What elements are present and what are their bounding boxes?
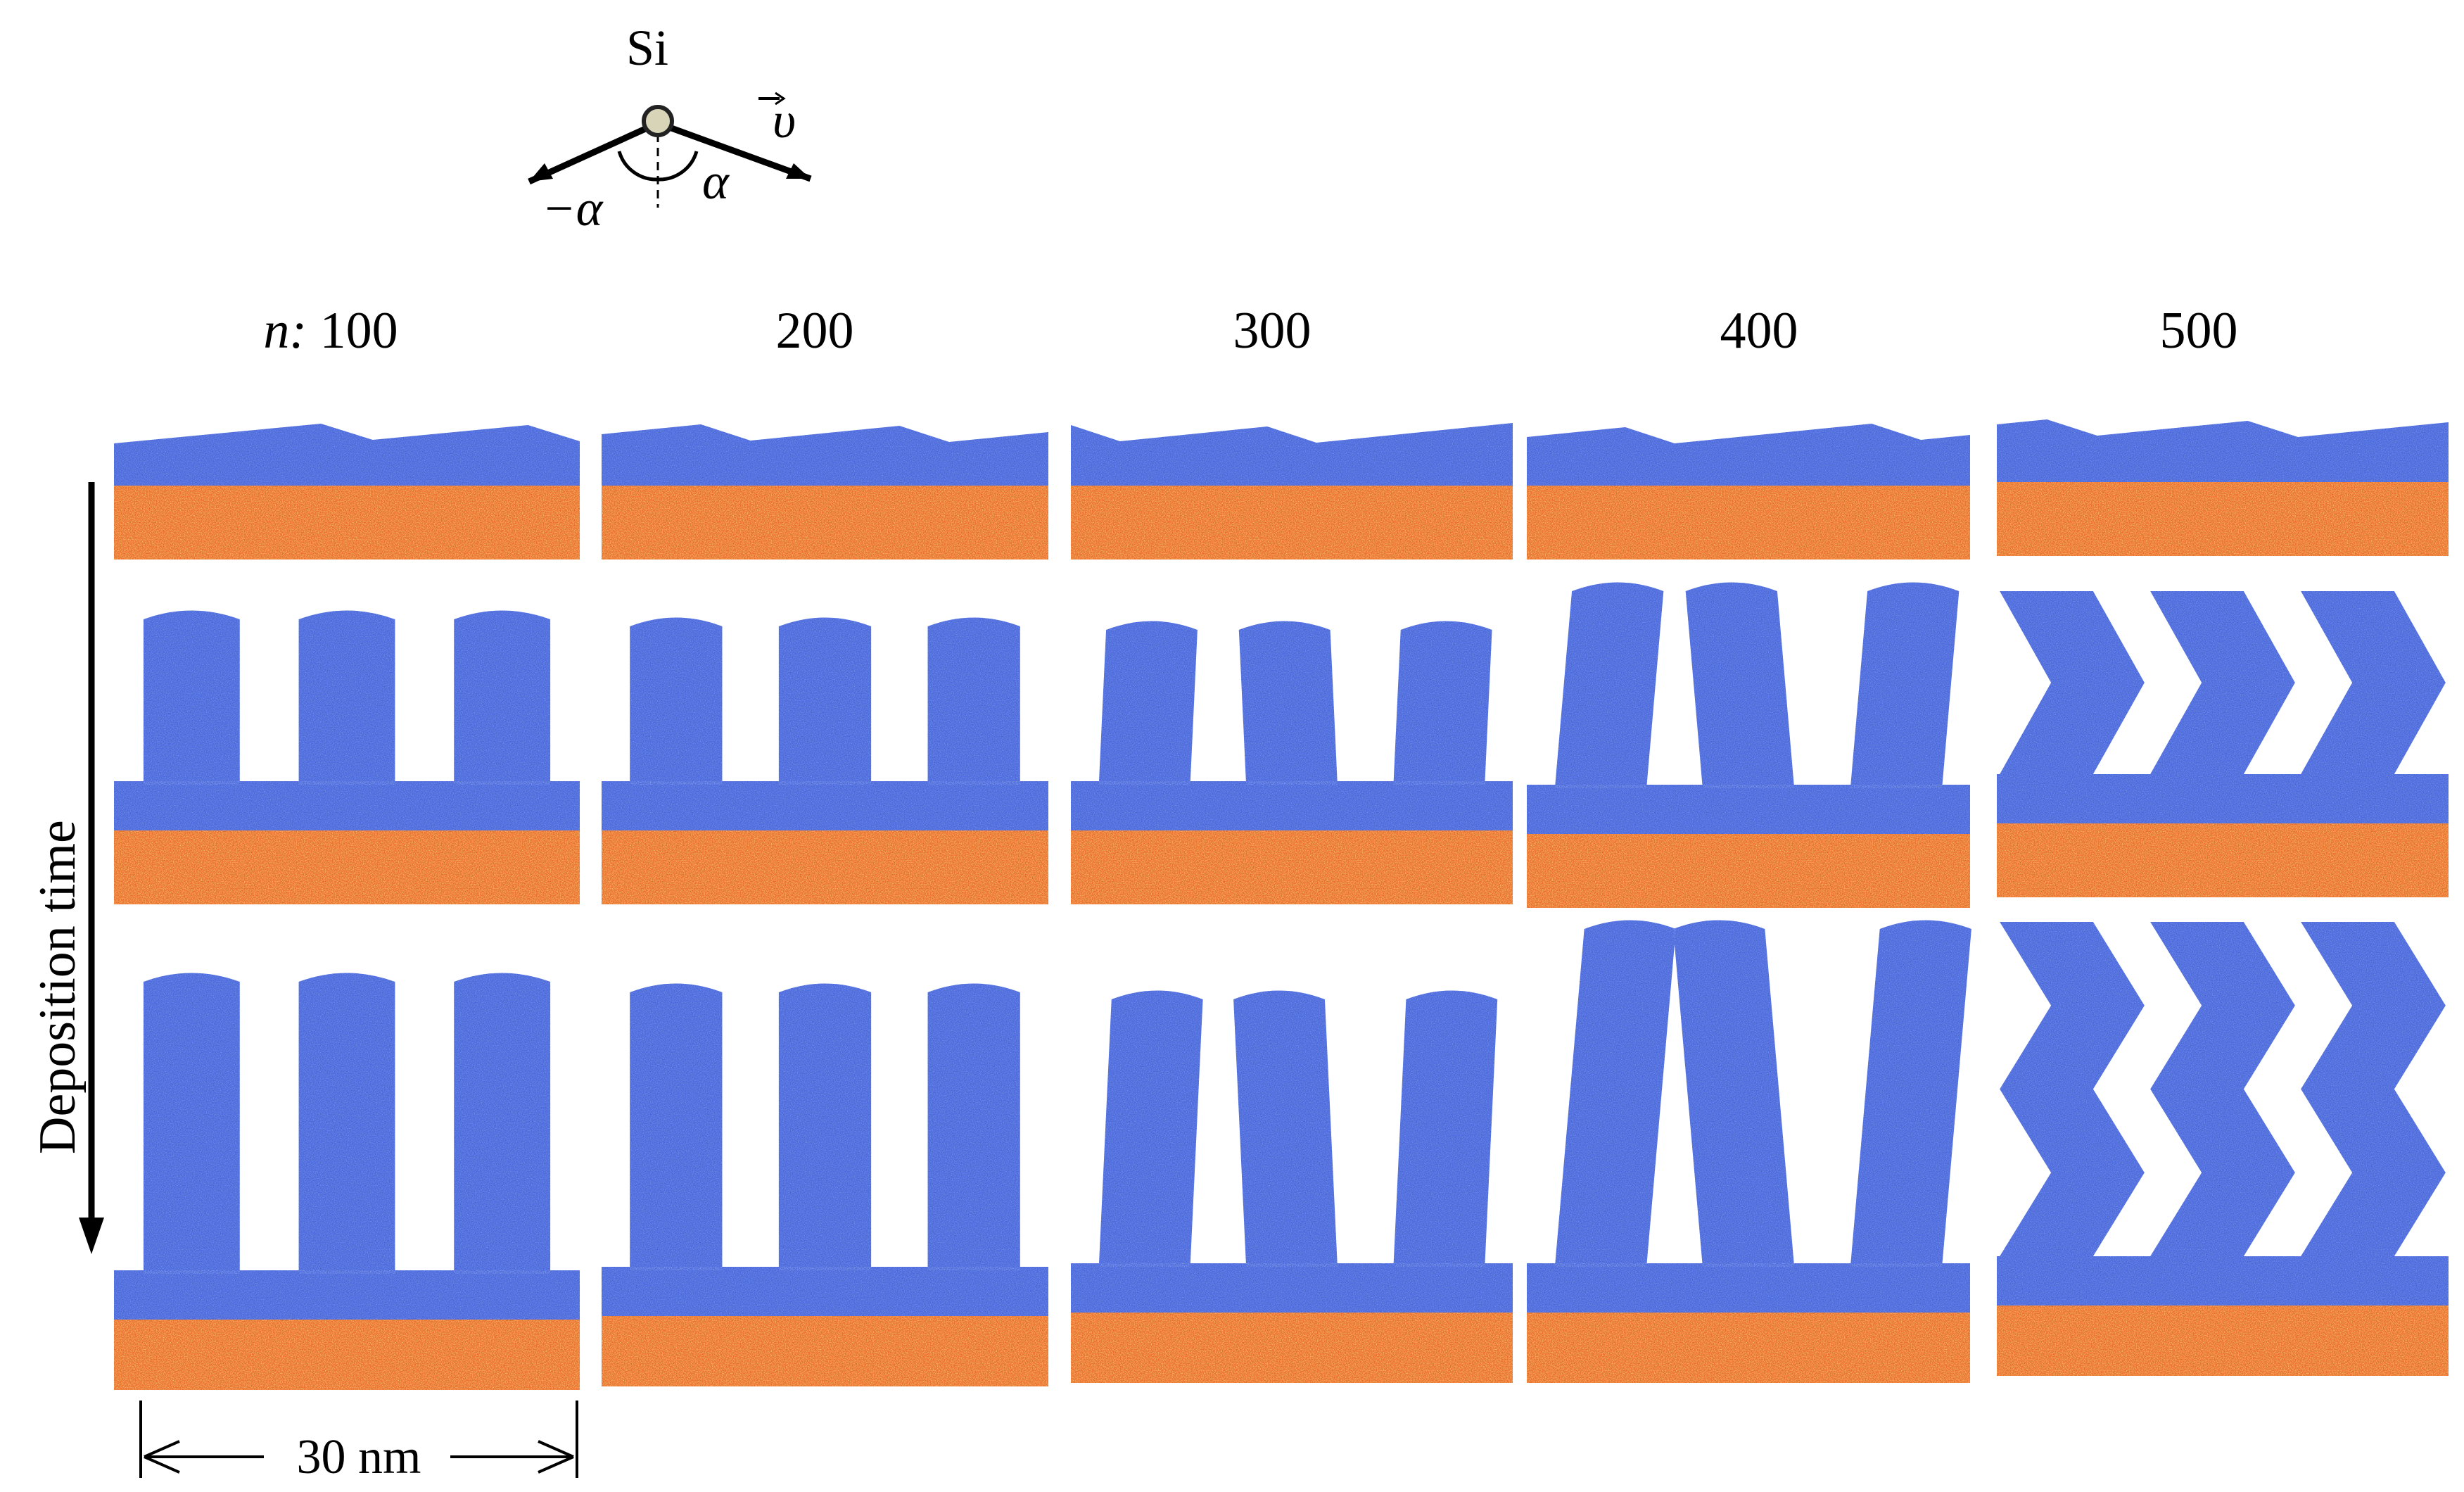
panel-r1-c4 (1527, 424, 1970, 560)
panel-r1-c3 (1071, 423, 1513, 560)
negative-angle-label: −α (542, 180, 604, 236)
atom-label: Si (626, 20, 668, 76)
film-column (1850, 920, 1971, 1267)
deposition-time-axis: Deposition time (29, 482, 104, 1254)
film-texture (114, 610, 580, 830)
panel-r3-c1 (114, 973, 580, 1390)
film-column (298, 973, 395, 1274)
film-texture (1527, 920, 1971, 1313)
film-column (1850, 582, 1960, 788)
film-column (1685, 582, 1795, 788)
film-column (143, 610, 240, 785)
film-column (1673, 920, 1795, 1267)
film-texture (1071, 423, 1513, 486)
panel-r3-c4 (1527, 920, 1971, 1383)
variable-label: n: (263, 302, 320, 360)
film-column (630, 617, 723, 785)
panel-r2-c4 (1527, 582, 1970, 908)
film-column (2301, 922, 2446, 1256)
angle-label: α (702, 153, 730, 210)
film-column (1233, 990, 1338, 1267)
panel-r2-c1 (114, 610, 580, 904)
velocity-arrow (656, 120, 812, 182)
film-texture (602, 983, 1048, 1316)
panel-r3-c5 (1997, 922, 2449, 1376)
film-texture (1527, 424, 1970, 486)
velocity-label: υ (773, 92, 796, 148)
column-label-500: 500 (2159, 302, 2238, 360)
column-label-200: 200 (775, 302, 854, 360)
negative-arrow-head (529, 163, 553, 182)
negative-direction-arrow (528, 120, 659, 185)
film-texture (1071, 990, 1513, 1313)
panel-r1-c5 (1997, 419, 2449, 556)
velocity-arrow-head (786, 163, 811, 179)
panel-r1-c2 (602, 424, 1048, 560)
film-texture (114, 973, 580, 1320)
film-column (778, 617, 872, 785)
film-column (1098, 990, 1203, 1267)
scale-bar: 30 nm (139, 1401, 578, 1484)
film-column (2000, 591, 2145, 774)
film-column (1554, 582, 1664, 788)
axis-label-deposition-time: Deposition time (29, 820, 87, 1154)
panel-r3-c3 (1071, 990, 1513, 1383)
film-column (2000, 922, 2145, 1256)
time-arrow-head (79, 1218, 104, 1254)
si-atom-icon (642, 105, 674, 137)
film-column (2150, 591, 2295, 774)
panel-r3-c2 (602, 983, 1048, 1386)
film-texture (1997, 922, 2449, 1306)
film-column (630, 983, 723, 1270)
film-column (1098, 621, 1198, 785)
film-texture (602, 617, 1048, 830)
film-column (778, 983, 872, 1270)
panel-r2-c3 (1071, 621, 1513, 904)
film-texture (114, 424, 580, 486)
film-column (1393, 990, 1498, 1267)
panel-grid (114, 419, 2449, 1390)
film-texture (1071, 621, 1513, 830)
incident-angle-diagram: Si υ α −α (528, 20, 812, 236)
film-column (1554, 920, 1676, 1267)
panel-r2-c2 (602, 617, 1048, 904)
film-column (2301, 591, 2446, 774)
film-column (927, 983, 1020, 1270)
film-texture (602, 424, 1048, 486)
film-column (2150, 922, 2295, 1256)
film-column (927, 617, 1020, 785)
film-column (454, 610, 551, 785)
film-column (143, 973, 240, 1274)
column-label-400: 400 (1720, 302, 1798, 360)
column-label-300: 300 (1233, 302, 1312, 360)
negative-angle-arc (617, 151, 659, 182)
film-column (1238, 621, 1338, 785)
panel-r2-c5 (1997, 591, 2449, 897)
film-column (454, 973, 551, 1274)
film-column (298, 610, 395, 785)
panel-r1-c1 (114, 424, 580, 560)
angle-arc (657, 151, 699, 182)
column-label-100: n: 100 (263, 302, 398, 360)
film-texture (1997, 591, 2449, 823)
film-texture (1997, 419, 2449, 482)
film-column (1393, 621, 1492, 785)
scale-bar-label: 30 nm (297, 1430, 421, 1484)
film-texture (1527, 582, 1970, 834)
